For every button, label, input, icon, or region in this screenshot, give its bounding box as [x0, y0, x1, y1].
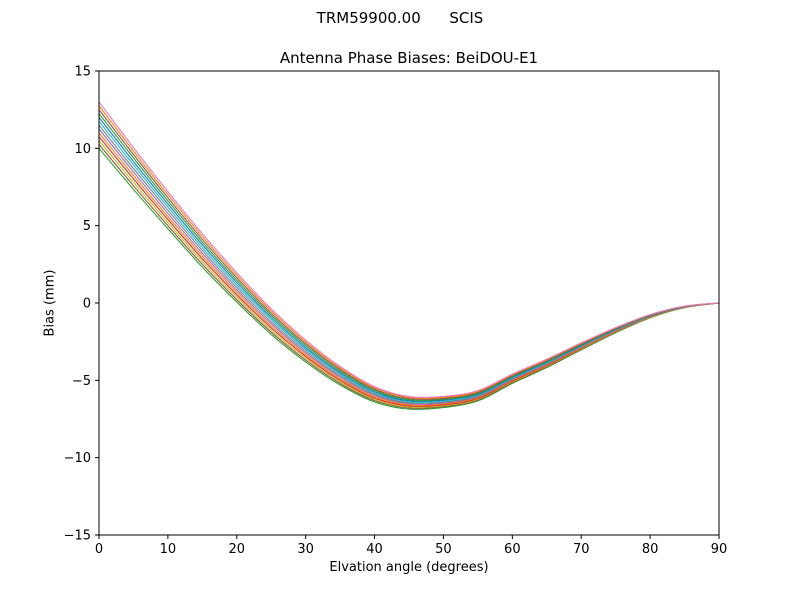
- x-tick-label: 90: [711, 542, 728, 557]
- series-line-curve-11: [98, 109, 720, 400]
- y-tick-label: 0: [83, 297, 91, 312]
- x-tick-label: 10: [160, 542, 177, 557]
- x-tick-label: 20: [229, 542, 246, 557]
- figure-title: TRM59900.00 SCIS: [316, 9, 484, 27]
- series-lines: [98, 101, 720, 410]
- x-tick-label: 50: [435, 542, 452, 557]
- series-line-curve-12: [98, 105, 720, 399]
- x-tick-label: 80: [642, 542, 659, 557]
- y-tick-label: 10: [74, 142, 91, 157]
- series-line-curve-10: [98, 113, 720, 401]
- y-axis-label: Bias (mm): [42, 269, 58, 337]
- series-line-curve-04: [98, 136, 720, 407]
- series-line-curve-07: [98, 124, 720, 404]
- x-tick-label: 0: [95, 542, 103, 557]
- series-line-curve-08: [98, 120, 720, 403]
- series-line-curve-03: [98, 140, 720, 408]
- y-tick-label: 15: [74, 65, 91, 80]
- plot-border: [98, 70, 720, 536]
- y-tick-label: −5: [72, 374, 91, 389]
- series-line-curve-02: [98, 144, 720, 409]
- axis-ticks: 0 10 20 30 40 50 60 70 80 90 −15 −10 −5 0 5 10 15: [64, 65, 728, 558]
- axes-title: Antenna Phase Biases: BeiDOU-E1: [279, 49, 539, 67]
- x-tick-label: 40: [366, 542, 383, 557]
- x-tick-label: 70: [573, 542, 590, 557]
- y-tick-label: 5: [83, 219, 91, 234]
- y-tick-label: −15: [64, 529, 91, 544]
- series-line-curve-01: [98, 147, 720, 410]
- x-tick-label: 30: [297, 542, 314, 557]
- x-axis-label: Elvation angle (degrees): [329, 560, 489, 575]
- series-line-curve-13: [98, 101, 720, 399]
- series-line-curve-05: [98, 132, 720, 406]
- x-tick-label: 60: [504, 542, 521, 557]
- series-line-curve-09: [98, 117, 720, 402]
- y-tick-label: −10: [64, 451, 91, 466]
- series-line-curve-06: [98, 128, 720, 405]
